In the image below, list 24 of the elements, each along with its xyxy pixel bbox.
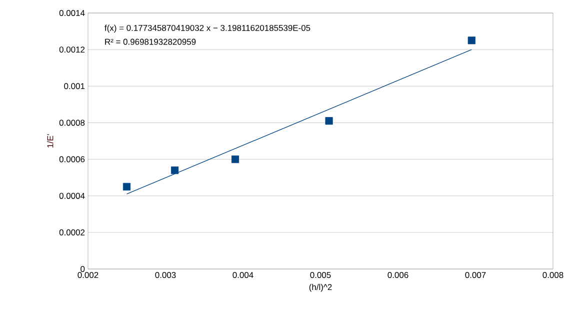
- y-tick-label: 0: [80, 266, 85, 272]
- point: [171, 166, 179, 174]
- point: [122, 182, 131, 190]
- x-tick-label: 0.008: [542, 272, 564, 278]
- annotation: R² = 0.96981932820959: [105, 38, 196, 45]
- y-tick-label: 0.0008: [59, 120, 85, 126]
- y-axis-title: 1/E': [47, 134, 54, 148]
- point: [231, 156, 240, 164]
- annotation: f(x) = 0.177345870419032 x − 3.19811620185539E-05: [104, 24, 310, 33]
- y-tick-label: 0.0014: [59, 10, 85, 16]
- x-tick-label: 0.002: [78, 272, 98, 278]
- y-tick-label: 0.0004: [59, 192, 85, 199]
- x-tick-label: 0.005: [310, 272, 331, 278]
- x-tick-label: 0.004: [232, 272, 254, 278]
- x-tick-label: 0.006: [388, 272, 408, 278]
- point: [325, 117, 333, 125]
- y-tick-label: 0.001: [64, 83, 85, 90]
- y-tick-label: 0.0006: [59, 156, 85, 162]
- y-tick-label: 0.0012: [59, 46, 85, 53]
- point: [468, 36, 476, 44]
- y-tick-label: 0.0002: [59, 229, 85, 236]
- x-axis-title: (h/l)^2: [309, 284, 332, 292]
- x-tick-label: 0.003: [155, 272, 176, 278]
- x-tick-label: 0.007: [465, 272, 486, 278]
